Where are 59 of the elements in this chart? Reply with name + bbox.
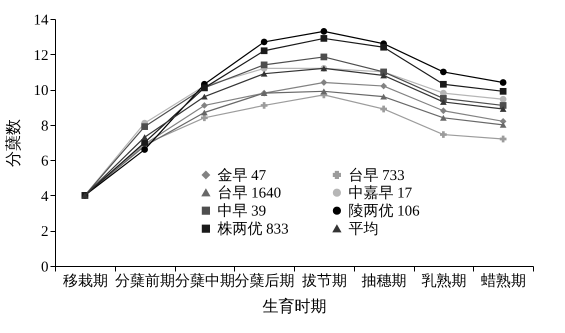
x-tick-label: 乳熟期: [421, 272, 466, 290]
y-tick-label: 6: [41, 154, 49, 170]
point: [380, 106, 387, 112]
point: [440, 68, 447, 76]
point: [141, 146, 148, 153]
legend-label: 金早 47: [217, 166, 267, 184]
point: [500, 122, 506, 128]
point: [500, 88, 506, 95]
x-tick-label: 蜡熟期: [481, 272, 526, 290]
point: [260, 47, 268, 54]
point: [500, 79, 506, 86]
y-tick-label: 2: [41, 224, 48, 240]
point: [380, 94, 387, 100]
point: [201, 94, 208, 100]
x-tick-label: 移栽期: [62, 272, 108, 290]
point: [440, 131, 447, 138]
point: [141, 134, 148, 140]
point: [141, 123, 148, 130]
legend-label: 中嘉早 17: [348, 184, 413, 202]
x-axis-title: 生育时期: [262, 298, 326, 316]
point: [260, 102, 268, 109]
point: [440, 114, 447, 121]
legend-label: 台早 733: [348, 166, 405, 184]
y-tick-label: 0: [41, 260, 48, 276]
point: [500, 96, 506, 103]
point: [380, 72, 387, 78]
y-tick-label: 4: [41, 188, 49, 205]
y-axis-title: 分蘖数: [4, 119, 22, 167]
legend-label: 株两优 833: [216, 220, 289, 238]
point: [440, 107, 447, 114]
point: [320, 35, 328, 42]
y-tick-label: 10: [34, 83, 48, 100]
point: [201, 102, 208, 109]
point: [260, 38, 268, 46]
point: [201, 110, 208, 116]
legend-label: 台早 1640: [217, 184, 282, 202]
y-tick-label: 8: [41, 118, 48, 134]
point: [500, 136, 506, 142]
point: [440, 99, 447, 105]
x-tick-label: 分蘖中期: [174, 272, 235, 290]
y-tick-label: 12: [34, 48, 48, 64]
x-tick-label: 拔节期: [302, 272, 347, 290]
x-tick-label: 分蘖后期: [234, 272, 295, 290]
point: [380, 44, 387, 51]
legend-label: 平均: [348, 220, 378, 238]
point: [440, 80, 447, 88]
point: [260, 62, 268, 68]
point: [320, 54, 328, 60]
point: [260, 70, 268, 77]
legend-label: 陵两优 106: [348, 202, 420, 220]
point: [380, 82, 387, 90]
point: [320, 88, 328, 94]
legend-label: 中早 39: [217, 202, 266, 220]
point: [320, 79, 328, 86]
point: [320, 28, 328, 35]
y-tick-label: 14: [34, 12, 49, 28]
point: [500, 106, 506, 112]
x-tick-label: 分蘖前期: [115, 272, 176, 290]
x-tick-label: 抽穗期: [362, 272, 407, 290]
